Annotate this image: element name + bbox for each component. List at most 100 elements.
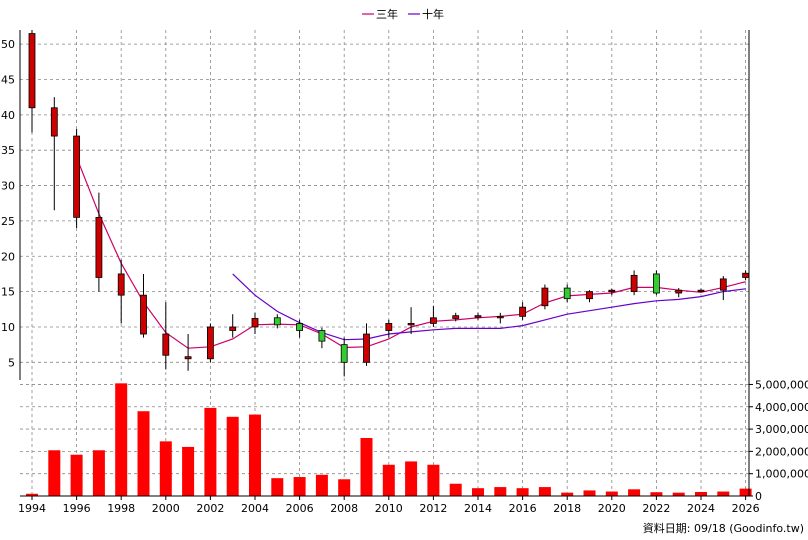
candle-body [184, 356, 192, 360]
candle-body [563, 287, 571, 300]
x-tick-label: 2012 [419, 502, 447, 515]
volume-bar [405, 461, 418, 496]
price-tick-label: 45 [1, 73, 15, 86]
x-tick-label: 1994 [18, 502, 46, 515]
volume-bar [293, 477, 306, 496]
x-tick-label: 2022 [642, 502, 670, 515]
volume-bar [449, 483, 462, 496]
price-grid [20, 30, 749, 496]
volume-bar [494, 487, 507, 496]
legend: 三年 十年 [362, 7, 444, 21]
volume-bar [360, 438, 373, 496]
volume-bar [137, 411, 150, 496]
ma-line [232, 273, 746, 341]
volume-bar [204, 407, 217, 496]
volume-bar [605, 491, 618, 496]
x-tick-label: 2008 [330, 502, 358, 515]
candle-body [318, 330, 326, 342]
x-tick-label: 2004 [241, 502, 269, 515]
volume-bar [159, 441, 172, 496]
volume-bar [472, 488, 484, 496]
volume-bar [739, 488, 752, 496]
x-tick-label: 2018 [553, 502, 581, 515]
candle-body [541, 287, 549, 307]
candle-body [608, 289, 616, 293]
volume-tick-label: 5,000,000 [755, 378, 808, 391]
candle-body [206, 326, 214, 360]
volume-bar [650, 492, 663, 496]
candle-body [28, 33, 36, 109]
candle-body [273, 317, 281, 326]
x-axis-ticks: 1994 1996 1998 2000 2002 2004 2006 2008 2010 2012… [18, 496, 760, 515]
candle-body [474, 315, 482, 318]
x-tick-label: 2000 [152, 502, 180, 515]
source-note: 資料日期: 09/18 (Goodinfo.tw) [643, 521, 804, 535]
volume-bar [226, 416, 239, 496]
volume-tick-label: 4,000,000 [755, 401, 808, 414]
candle-body [429, 317, 437, 324]
volume-bar [315, 474, 328, 496]
x-tick-label: 2006 [286, 502, 314, 515]
volume-bar [115, 383, 128, 496]
candle-body [385, 323, 393, 331]
x-tick-label: 1998 [107, 502, 135, 515]
volume-bar [717, 491, 730, 496]
x-tick-label: 2026 [732, 502, 760, 515]
candle-body [653, 273, 660, 294]
x-tick-label: 2002 [196, 502, 224, 515]
volume-tick-label: 2,000,000 [755, 445, 808, 458]
candle-body [519, 306, 526, 317]
volume-bar [538, 487, 551, 496]
volume-axis-ticks: 0 1,000,000 2,000,000 3,000,000 4,000,000 5,0… [749, 378, 808, 503]
volume-bar [561, 492, 574, 496]
volume-bar [516, 488, 529, 496]
volume-grid [20, 384, 749, 475]
legend-label-10yr: 十年 [422, 7, 444, 21]
candle-body [719, 278, 727, 291]
volume-bar [70, 454, 83, 496]
volume-bar [672, 492, 685, 496]
volume-bar [92, 450, 105, 496]
volume-tick-label: 0 [755, 490, 762, 503]
price-tick-label: 50 [1, 38, 15, 51]
volume-bar [182, 446, 195, 496]
price-tick-label: 30 [1, 180, 15, 193]
x-tick-label: 2020 [598, 502, 626, 515]
x-tick-label: 2024 [687, 502, 715, 515]
candle-body [340, 344, 348, 363]
candle-body [697, 289, 705, 293]
volume-tick-label: 1,000,000 [755, 468, 808, 481]
candle-body [675, 289, 683, 294]
candle-body [586, 291, 593, 300]
volume-bar [26, 493, 38, 496]
x-tick-label: 2010 [375, 502, 403, 515]
volume-bar [583, 490, 596, 496]
price-tick-label: 25 [1, 215, 15, 228]
x-tick-label: 2014 [464, 502, 492, 515]
candle-body [95, 216, 103, 278]
price-tick-label: 20 [1, 250, 15, 263]
volume-bar [249, 414, 261, 496]
price-tick-label: 5 [8, 356, 15, 369]
candle-body [742, 272, 749, 278]
price-tick-label: 10 [1, 321, 15, 334]
price-axis-ticks: 5 10 15 20 25 30 35 40 45 50 [1, 38, 15, 369]
candle-body [363, 333, 370, 363]
volume-bar [628, 489, 641, 496]
candle-body [296, 323, 304, 331]
x-tick-label: 2016 [509, 502, 537, 515]
candle-body [140, 294, 147, 335]
candle-body [407, 323, 415, 326]
candle-body [162, 333, 170, 356]
candle-body [229, 326, 237, 331]
candle-body [117, 273, 125, 296]
candle-body [251, 318, 259, 328]
x-tick-label: 1996 [63, 502, 91, 515]
candle-body [630, 274, 638, 293]
volume-bars [26, 383, 752, 496]
candle-body [452, 315, 460, 319]
candle-body [496, 315, 504, 319]
candle-body [73, 135, 80, 218]
candlesticks [28, 30, 749, 377]
